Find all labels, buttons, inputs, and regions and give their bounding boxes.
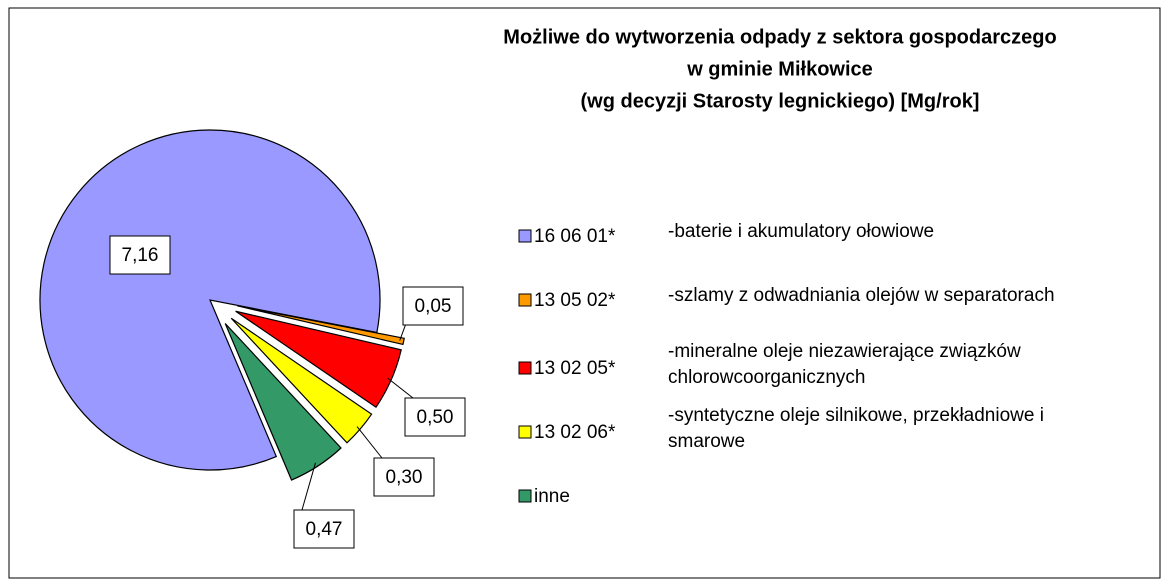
leader-line	[301, 462, 316, 511]
data-label-box	[373, 457, 435, 497]
data-label: 0,50	[417, 407, 454, 428]
legend-label: inne	[534, 486, 570, 507]
pie-slice	[235, 310, 402, 409]
legend-swatch	[518, 293, 532, 307]
legend-swatch	[518, 229, 532, 243]
data-label-box	[404, 397, 466, 437]
pie-slice	[224, 323, 342, 481]
legend-swatch	[518, 489, 532, 503]
data-label: 0,47	[306, 519, 343, 540]
data-label-box	[402, 286, 464, 326]
legend-description: -baterie i akumulatory ołowiowe	[668, 221, 934, 242]
legend-label: 13 02 05*	[534, 358, 616, 379]
data-label-box	[293, 509, 355, 549]
legend-description: -syntetyczne oleje silnikowe, przekładni…	[668, 405, 1044, 426]
legend-description: smarowe	[668, 431, 745, 452]
legend-description: -mineralne oleje niezawierające związków	[668, 341, 1021, 362]
chart-title: (wg decyzji Starosty legnickiego) [Mg/ro…	[581, 90, 980, 112]
data-label: 0,05	[415, 296, 452, 317]
legend-swatch	[518, 425, 532, 439]
legend-label: 13 05 02*	[534, 290, 616, 311]
leader-line	[356, 426, 383, 459]
data-label: 0,30	[386, 467, 423, 488]
legend-description: -szlamy z odwadniania olejów w separator…	[668, 285, 1055, 306]
data-label-box	[109, 235, 171, 275]
data-label: 7,16	[122, 245, 159, 266]
pie-slice	[230, 317, 373, 444]
pie-slice	[237, 305, 405, 346]
leader-line	[387, 377, 414, 399]
chart-title: Możliwe do wytworzenia odpady z sektora …	[503, 26, 1056, 48]
legend-label: 16 06 01*	[534, 226, 616, 247]
legend-swatch	[518, 361, 532, 375]
pie-slice	[39, 129, 381, 471]
chart-title: w gminie Miłkowice	[686, 58, 873, 80]
legend-label: 13 02 06*	[534, 422, 616, 443]
legend-description: chlorowcoorganicznych	[668, 367, 866, 388]
